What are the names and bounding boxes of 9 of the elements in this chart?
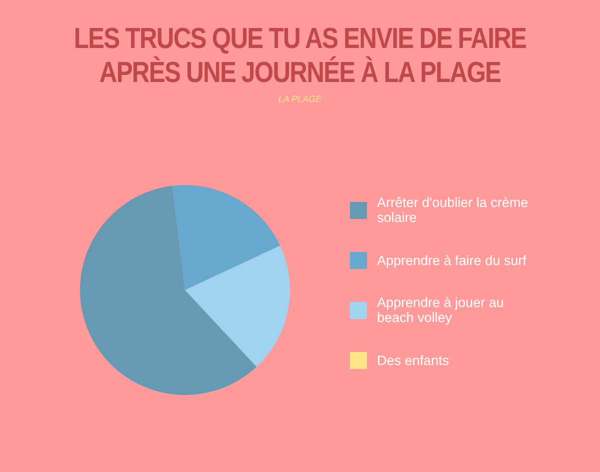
pie-slice: [172, 185, 280, 290]
chart-subtitle: LA PLAGE: [277, 94, 323, 104]
legend-label: Apprendre à jouer au beach volley: [377, 295, 505, 325]
pie-slice: [185, 246, 290, 367]
legend-label: Arrêter d'oublier la crème solaire: [377, 195, 530, 225]
legend-label: Apprendre à faire du surf: [377, 252, 526, 268]
legend-label: Des enfants: [377, 352, 450, 368]
chart-title: LES TRUCS QUE TU AS ENVIE DE FAIRE APRÈS UNE JOURNÉE À LA PLAGE: [72, 22, 528, 90]
pie-slice: [80, 186, 257, 395]
